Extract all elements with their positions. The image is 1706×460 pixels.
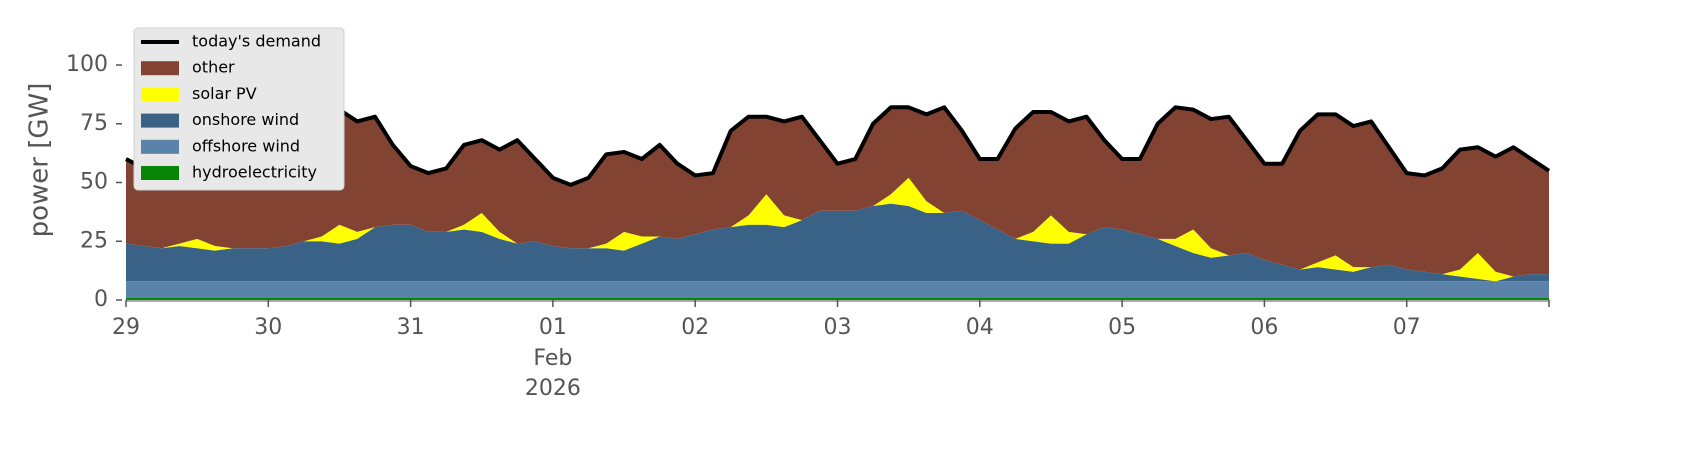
area bbox=[126, 281, 1549, 298]
plot-area: 0 25 50 75 100 29 30 31 01 Feb 2026 02 03 04 05 06 07 bbox=[66, 52, 1551, 401]
legend-patch bbox=[141, 166, 179, 180]
legend-patch bbox=[141, 87, 179, 102]
x-tick-label: 30 bbox=[254, 315, 282, 340]
x-tick-label: 02 bbox=[681, 315, 709, 340]
x-tick-label: 29 bbox=[112, 315, 140, 340]
legend-patch bbox=[141, 61, 179, 76]
x-tick-label: 06 bbox=[1250, 315, 1278, 340]
legend-label: today's demand bbox=[192, 32, 321, 51]
demand-line bbox=[125, 102, 1551, 187]
legend: today's demand other solar PV onshore wind o… bbox=[133, 27, 345, 191]
y-tick-label: 0 bbox=[94, 287, 108, 312]
area bbox=[126, 203, 1549, 282]
area bbox=[126, 297, 1549, 300]
x-tick-label: 01 bbox=[539, 315, 567, 340]
x-tick-label: 03 bbox=[824, 315, 852, 340]
x-tick-sublabel: Feb bbox=[533, 346, 572, 371]
x-tick-label: 07 bbox=[1393, 315, 1421, 340]
y-tick-label: 100 bbox=[66, 52, 108, 77]
y-axis-label: power [GW] bbox=[25, 83, 55, 238]
y-tick-label: 50 bbox=[80, 170, 108, 195]
legend-label: offshore wind bbox=[192, 136, 300, 155]
legend-label: hydroelectricity bbox=[192, 163, 317, 182]
x-tick-label: 04 bbox=[966, 315, 994, 340]
x-tick-sublabel: 2026 bbox=[525, 376, 581, 401]
legend-patch bbox=[141, 113, 179, 128]
x-tick-label: 05 bbox=[1108, 315, 1136, 340]
legend-label: other bbox=[192, 58, 235, 77]
y-tick-label: 25 bbox=[80, 228, 108, 253]
area bbox=[126, 104, 1549, 277]
legend-label: solar PV bbox=[192, 84, 257, 103]
x-tick-label: 31 bbox=[397, 315, 425, 340]
y-tick-label: 75 bbox=[80, 111, 108, 136]
legend-label: onshore wind bbox=[192, 110, 299, 129]
legend-box bbox=[133, 27, 345, 191]
legend-patch bbox=[141, 139, 179, 154]
